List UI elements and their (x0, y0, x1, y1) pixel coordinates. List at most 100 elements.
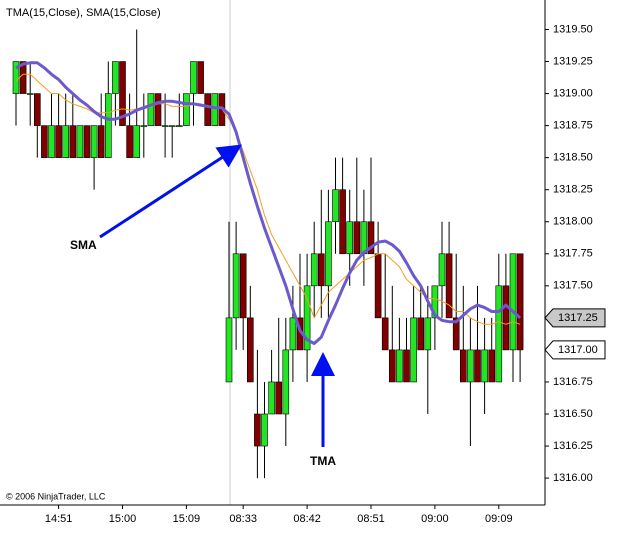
candle-body (232, 253, 240, 319)
candle-body (119, 61, 126, 126)
candle-body (353, 221, 361, 255)
candle-body (516, 253, 524, 351)
candle-body (183, 93, 190, 126)
candle-body (325, 221, 332, 287)
candle-body (176, 125, 183, 127)
candle-body (424, 317, 432, 351)
candle-body (452, 317, 460, 351)
candle-body (459, 349, 467, 383)
y-tick-label: 1318.75 (553, 120, 593, 132)
candle-body (282, 349, 290, 415)
candle-body (381, 317, 389, 351)
candle-body (317, 253, 325, 287)
y-tick-label: 1316.25 (553, 440, 593, 452)
candle-body (41, 125, 48, 158)
candle-body (76, 125, 84, 158)
plot-area (12, 29, 524, 479)
price-marker (544, 308, 606, 328)
candle-body (438, 253, 446, 287)
y-tick-label: 1316.75 (553, 376, 593, 388)
candle-body (268, 381, 275, 415)
candle-body (105, 93, 112, 158)
candle-body (374, 253, 382, 319)
y-tick-label: 1317.75 (553, 248, 593, 260)
candle-body (133, 125, 140, 158)
candle-body (211, 93, 219, 126)
candle-body (275, 381, 283, 415)
candle-body (90, 125, 98, 158)
sma-arrow (99, 144, 243, 239)
candle-body (303, 285, 311, 351)
candle-body (445, 253, 453, 319)
candle-body (396, 349, 403, 383)
candle-body (55, 125, 62, 158)
candle-body (126, 125, 133, 158)
candle-body (33, 93, 41, 126)
price-marker-label: 1317.25 (558, 312, 598, 324)
candle-body (97, 125, 105, 158)
sma-annotation: SMA (70, 238, 97, 252)
candle-body (474, 349, 481, 383)
candle-body (261, 413, 268, 447)
candle-body (83, 125, 91, 158)
x-tick-label: 08:42 (293, 513, 321, 525)
candle-body (360, 221, 368, 255)
candle-body (346, 221, 354, 255)
candle-body (204, 93, 211, 126)
candle-body (247, 317, 254, 383)
candle-body (190, 61, 197, 94)
candle-body (403, 349, 410, 383)
x-tick-label: 15:09 (173, 513, 201, 525)
y-tick-label: 1318.00 (553, 216, 593, 228)
candle-body (417, 317, 425, 351)
x-tick-label: 08:51 (357, 513, 385, 525)
price-marker (544, 340, 606, 360)
y-tick-label: 1319.25 (553, 55, 593, 67)
candle-body (481, 349, 488, 383)
x-tick-label: 08:33 (229, 513, 257, 525)
y-tick-label: 1318.25 (553, 184, 593, 196)
candle-body (254, 413, 261, 447)
y-tick-label: 1319.00 (553, 87, 593, 99)
candle-body (431, 285, 439, 319)
candle-body (26, 93, 34, 95)
x-tick-label: 14:51 (45, 513, 73, 525)
x-tick-label: 15:00 (109, 513, 137, 525)
indicator-line (15, 73, 521, 325)
candle-body (502, 285, 510, 351)
candle-body (339, 189, 346, 255)
candle-body (289, 317, 297, 351)
y-tick-label: 1319.50 (553, 23, 593, 35)
candle-body (388, 349, 396, 383)
candle-body (225, 317, 233, 383)
copyright: © 2006 NinjaTrader, LLC (6, 491, 106, 501)
candle-body (69, 125, 77, 158)
y-tick-label: 1316.00 (553, 472, 593, 484)
candle-body (62, 125, 70, 158)
y-tick-label: 1317.50 (553, 280, 593, 292)
x-tick-label: 09:09 (485, 513, 513, 525)
candle-body (509, 253, 517, 351)
candle-body (140, 125, 148, 127)
y-tick-label: 1316.50 (553, 408, 593, 420)
x-tick-label: 09:00 (421, 513, 449, 525)
indicator-line (15, 61, 522, 345)
candle-body (154, 93, 162, 126)
candle-body (367, 221, 375, 255)
candle-body (161, 125, 169, 127)
y-tick-label: 1318.50 (553, 152, 593, 164)
candle-body (410, 317, 417, 383)
chart-title: TMA(15,Close), SMA(15,Close) (6, 7, 161, 19)
candle-body (467, 349, 474, 383)
candle-body (147, 93, 155, 126)
price-marker-label: 1317.00 (558, 344, 598, 356)
tma-annotation: TMA (310, 454, 336, 468)
candle-body (48, 125, 55, 158)
candle-body (310, 253, 318, 287)
candle-body (168, 125, 176, 127)
candle-body (197, 61, 204, 94)
candle-body (495, 285, 503, 383)
